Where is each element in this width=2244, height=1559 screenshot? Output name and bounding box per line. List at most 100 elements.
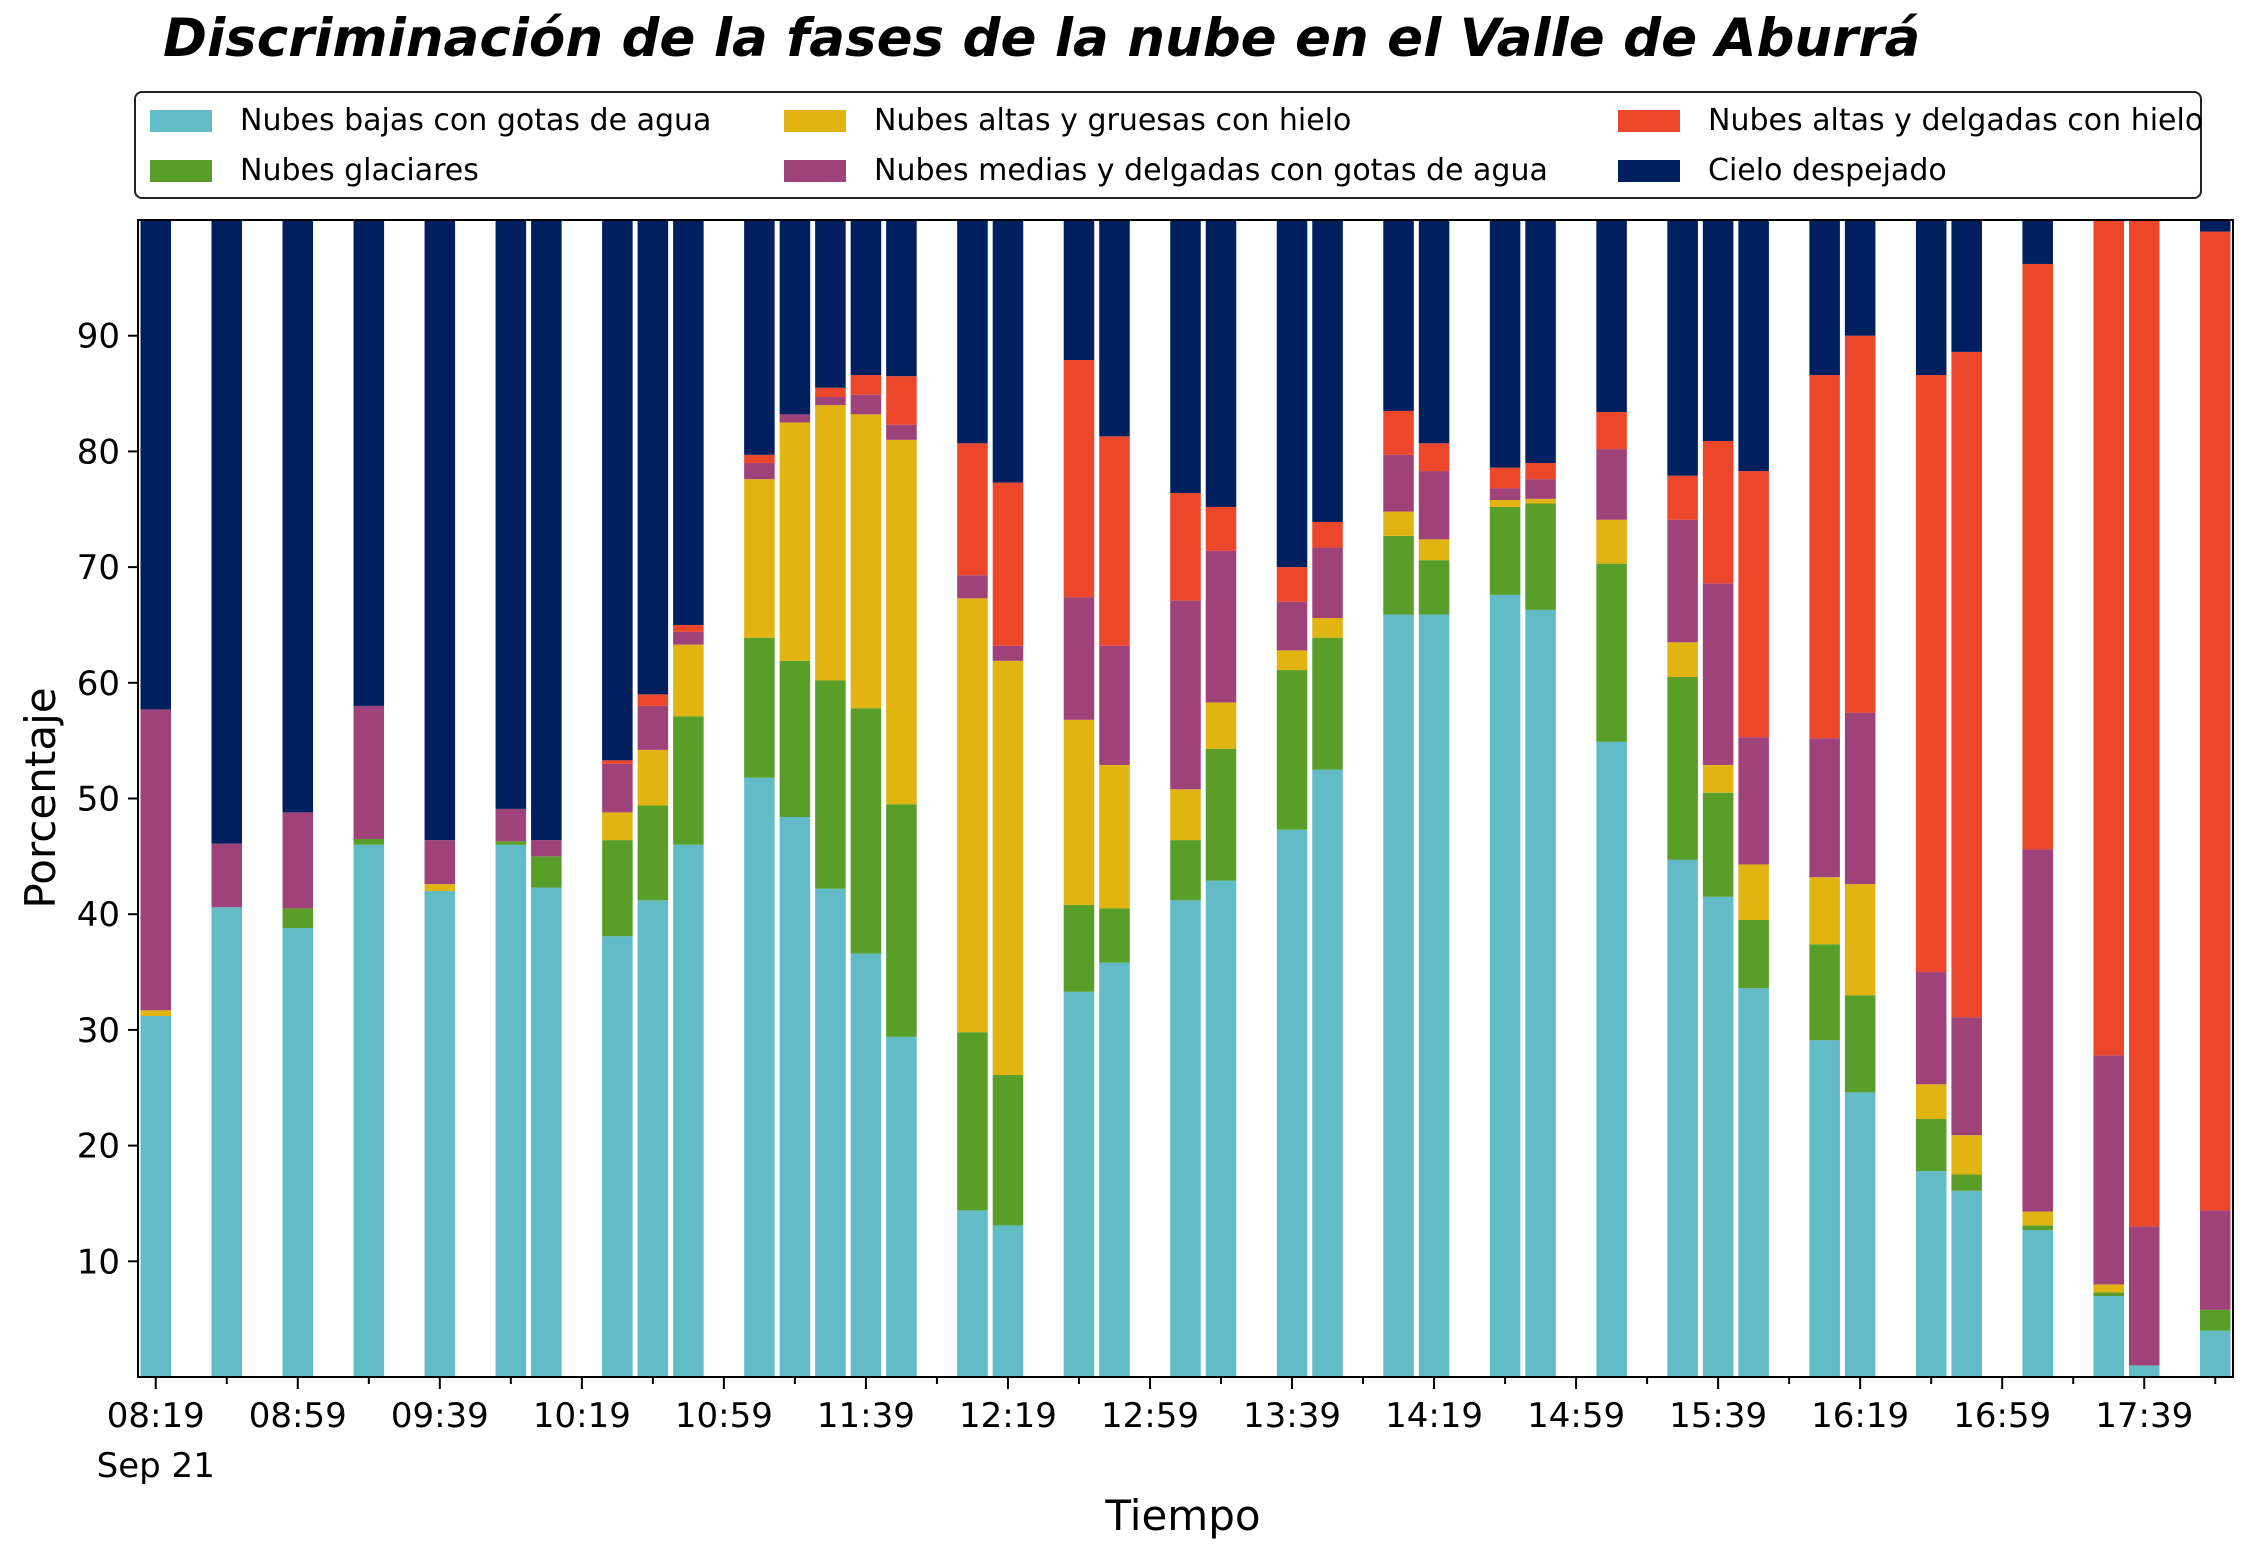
x-tick-label: 15:39 <box>1669 1396 1767 1436</box>
bar-segment-medias <box>353 705 385 839</box>
bar-segment-despejado <box>957 220 988 444</box>
bar-segment-bajas <box>2128 1365 2160 1377</box>
y-tick-label: 20 <box>77 1127 120 1167</box>
bar-segment-altas-delgadas <box>1312 521 1343 548</box>
bar-segment-altas-gruesas <box>1915 1084 1947 1119</box>
bar-segment-despejado <box>1667 220 1698 476</box>
bar-segment-despejado <box>602 220 633 761</box>
legend-label: Nubes medias y delgadas con gotas de agu… <box>874 153 1548 188</box>
bar-segment-bajas <box>1312 769 1343 1377</box>
legend-label: Nubes glaciares <box>240 153 479 188</box>
bar-segment-bajas <box>353 844 385 1377</box>
bar-segment-altas-delgadas <box>1418 443 1450 472</box>
bar-segment-bajas <box>1489 594 1521 1377</box>
bar-segment-despejado <box>140 220 172 710</box>
bar-segment-glaciares <box>1312 637 1343 770</box>
bar-segment-despejado <box>673 220 704 625</box>
bar-segment-altas-gruesas <box>815 405 846 681</box>
bar-segment-bajas <box>957 1210 988 1377</box>
bar-segment-altas-delgadas <box>992 482 1024 646</box>
bar-segment-altas-gruesas <box>1276 650 1308 671</box>
bar-segment-despejado <box>886 220 917 377</box>
legend-swatch-medias <box>784 159 846 182</box>
legend-swatch-despejado <box>1618 159 1680 182</box>
legend-swatch-altas-gruesas <box>784 109 846 132</box>
bar-segment-despejado <box>850 220 882 376</box>
bar-segment-despejado <box>1951 220 1982 352</box>
bar-segment-bajas <box>602 936 633 1377</box>
bar-segment-despejado <box>1738 220 1769 472</box>
x-axis: 08:19 08:59 09:39 10:19 10:59 11:39 12:19 12:59… <box>97 1377 2217 1486</box>
bar-segment-altas-gruesas <box>1205 702 1237 749</box>
bar-segment-altas-gruesas <box>1702 764 1734 793</box>
bar-segment-despejado <box>637 220 669 695</box>
bar-segment-glaciares <box>1170 840 1201 901</box>
bar-segment-glaciares <box>850 708 882 954</box>
bar-segment-medias <box>1383 454 1414 512</box>
bar-segment-despejado <box>1383 220 1414 411</box>
bar-segment-glaciares <box>1915 1118 1947 1172</box>
bar-segment-glaciares <box>2093 1292 2124 1297</box>
legend-swatch-altas-delgadas <box>1618 109 1680 132</box>
bar-segment-glaciares <box>1489 506 1521 595</box>
bar-segment-altas-delgadas <box>673 624 704 632</box>
bar-segment-altas-delgadas <box>1667 475 1698 520</box>
bar-segment-altas-delgadas <box>1738 471 1769 738</box>
bar-segment-glaciares <box>1702 792 1734 897</box>
bar-segment-altas-delgadas <box>1809 375 1840 739</box>
bar-segment-glaciares <box>531 856 562 888</box>
bar-segment-medias <box>1276 601 1308 651</box>
bar-segment-medias <box>211 843 243 908</box>
bar-segment-altas-delgadas <box>1170 493 1201 601</box>
bar-segment-medias <box>140 709 172 1011</box>
bar-segment-altas-delgadas <box>1489 467 1521 489</box>
legend-item-altas-gruesas: Nubes altas y gruesas con hielo <box>784 103 1351 138</box>
x-tick-date-label: Sep 21 <box>97 1446 215 1486</box>
bar-segment-despejado <box>495 220 527 809</box>
bar-segment-despejado <box>1063 220 1095 360</box>
bar-segment-bajas <box>1809 1040 1840 1377</box>
y-tick-label: 10 <box>77 1242 120 1282</box>
bar-segment-medias <box>673 631 704 645</box>
bar-segment-altas-delgadas <box>1525 462 1556 480</box>
bar-segment-despejado <box>1170 220 1201 494</box>
x-axis-label: Tiempo <box>1104 1491 1260 1540</box>
bar-segment-bajas <box>1667 859 1698 1377</box>
y-tick-label: 60 <box>77 664 120 704</box>
x-tick-label: 16:59 <box>1953 1396 2051 1436</box>
legend-item-bajas: Nubes bajas con gotas de agua <box>150 103 711 138</box>
bar-segment-despejado <box>744 220 775 455</box>
bar-segment-medias <box>779 414 811 423</box>
bar-segment-medias <box>1702 583 1734 765</box>
bar-segment-altas-gruesas <box>1809 877 1840 945</box>
bar-segment-despejado <box>992 220 1024 483</box>
bar-segment-despejado <box>1915 220 1947 376</box>
bar-segment-bajas <box>744 777 775 1377</box>
bar-segment-altas-gruesas <box>602 812 633 841</box>
bar-segment-medias <box>1312 547 1343 619</box>
bar-segment-medias <box>886 424 917 440</box>
legend-item-altas-delgadas: Nubes altas y delgadas con hielo <box>1618 103 2203 138</box>
bar-segment-altas-delgadas <box>1915 375 1947 973</box>
x-tick-label: 14:19 <box>1385 1396 1483 1436</box>
bar-segment-glaciares <box>1418 560 1450 615</box>
bar-segment-altas-gruesas <box>1418 539 1450 561</box>
bar-segment-medias <box>495 808 527 842</box>
bar-segment-despejado <box>1205 220 1237 507</box>
bar-segment-medias <box>1205 550 1237 703</box>
bar-segment-glaciares <box>1099 908 1130 963</box>
bar-segment-despejado <box>424 220 456 841</box>
bar-segment-altas-delgadas <box>1205 506 1237 551</box>
bar-segment-glaciares <box>957 1032 988 1211</box>
bar-segment-altas-gruesas <box>637 749 669 806</box>
x-tick-label: 17:39 <box>2095 1396 2193 1436</box>
bar-segment-bajas <box>2022 1230 2053 1377</box>
x-tick-label: 10:59 <box>675 1396 773 1436</box>
bar-segment-medias <box>744 462 775 480</box>
bar-segment-despejado <box>1844 220 1876 336</box>
bar-segment-glaciares <box>1276 670 1308 830</box>
bar-segment-medias <box>1667 519 1698 643</box>
bar-stacks <box>140 220 2231 1377</box>
y-tick-label: 80 <box>77 432 120 472</box>
